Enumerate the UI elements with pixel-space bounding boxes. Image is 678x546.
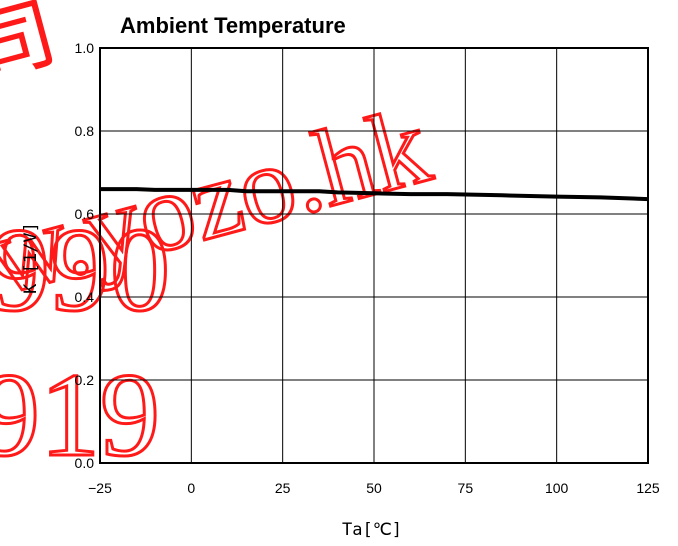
watermark-line3: 919 (0, 348, 160, 481)
watermark: 司 w.yozo.hk 990 919 (0, 0, 442, 483)
y-tick-label: 0.4 (75, 289, 95, 305)
y-tick-label: 1.0 (75, 40, 95, 56)
x-tick-label: 25 (275, 480, 291, 496)
watermark-line2: 990 (0, 203, 170, 336)
x-tick-label: 0 (187, 480, 195, 496)
y-tick-labels: 0.0 0.2 0.4 0.6 0.8 1.0 (75, 40, 95, 471)
y-tick-label: 0.6 (75, 206, 95, 222)
x-tick-label: −25 (88, 480, 112, 496)
series-line (100, 187, 649, 202)
y-tick-label: 0.8 (75, 123, 95, 139)
x-tick-label: 50 (366, 480, 382, 496)
y-tick-label: 0.2 (75, 372, 95, 388)
plot-frame (99, 47, 649, 464)
x-tick-label: 125 (636, 480, 660, 496)
x-tick-label: 75 (458, 480, 474, 496)
x-tick-label: 100 (545, 480, 569, 496)
x-axis-label: Ta[℃] (342, 520, 402, 540)
watermark-fragment: 司 (0, 0, 66, 95)
chart-title: Ambient Temperature (120, 13, 346, 38)
y-axis-label: K [1/V] (21, 222, 41, 294)
series-lines (100, 187, 649, 202)
x-tick-labels: −25 0 25 50 75 100 125 (88, 480, 660, 496)
grid (100, 48, 648, 463)
y-tick-label: 0.0 (75, 455, 95, 471)
